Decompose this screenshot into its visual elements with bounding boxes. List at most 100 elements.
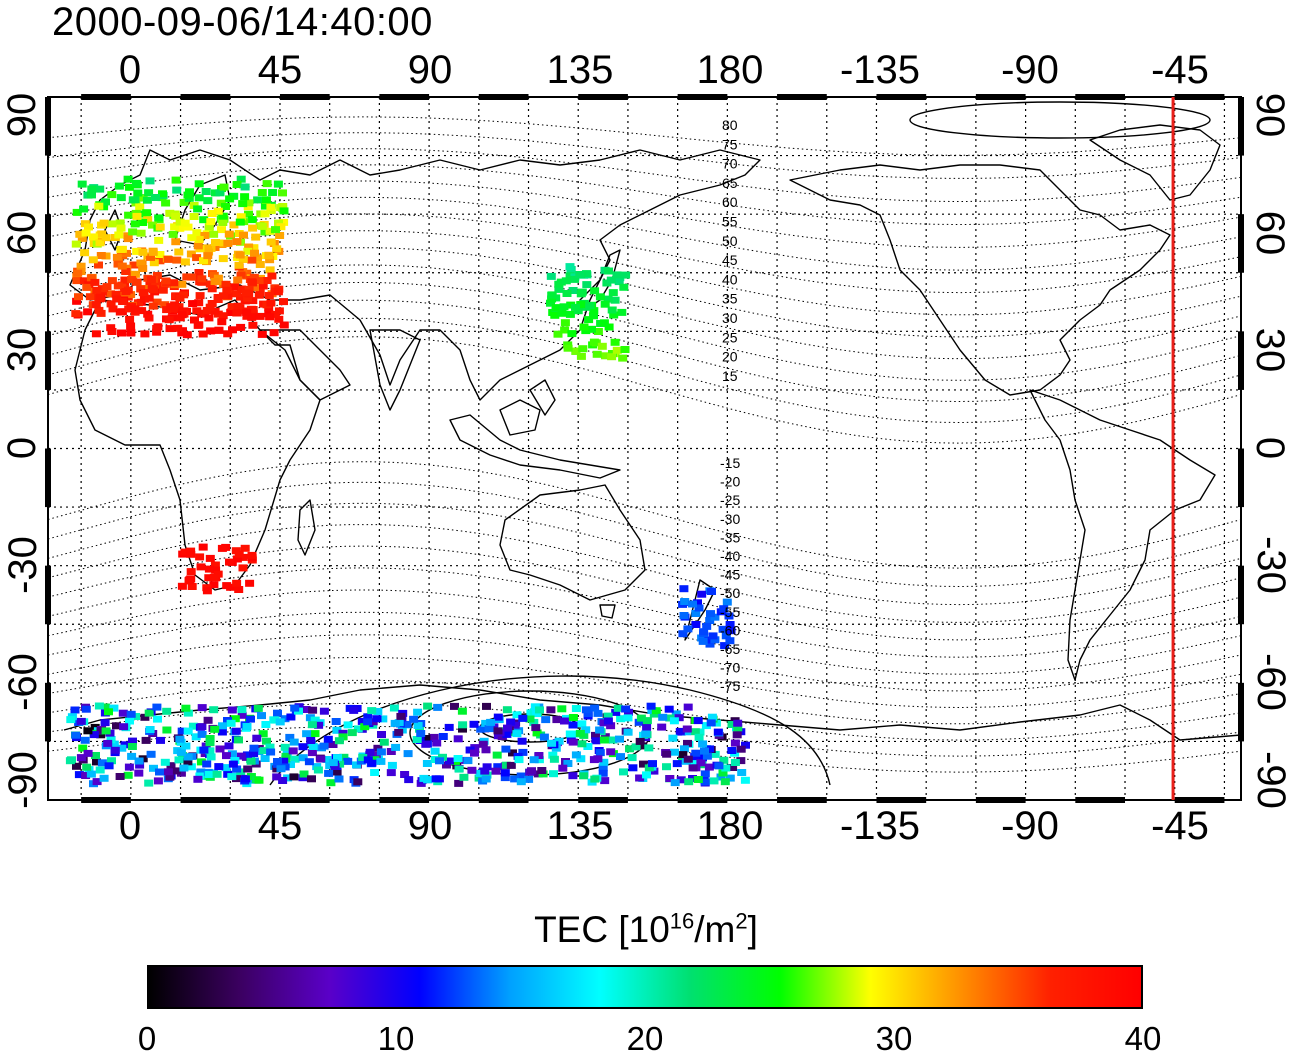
tec-cell xyxy=(278,189,287,197)
tec-cell xyxy=(265,313,275,321)
tec-cell xyxy=(625,745,634,753)
tec-cell xyxy=(260,228,270,236)
contour-label: -30 xyxy=(720,511,740,527)
tec-cell xyxy=(175,224,185,232)
tec-cell xyxy=(117,262,127,270)
tec-cell xyxy=(347,729,357,737)
tec-cell xyxy=(288,747,298,755)
tec-cell xyxy=(91,752,100,759)
contour-label: -25 xyxy=(720,492,740,508)
tec-cell xyxy=(218,212,228,220)
contour-label: 45 xyxy=(722,252,738,268)
tec-cell xyxy=(310,716,320,724)
tec-cell xyxy=(205,554,215,562)
tec-cell xyxy=(646,702,656,710)
tec-cell xyxy=(160,758,170,766)
tec-cell xyxy=(218,722,227,730)
tec-cell xyxy=(557,309,567,317)
tec-cell xyxy=(732,731,742,739)
tec-cell xyxy=(75,230,85,238)
tec-cell xyxy=(223,292,233,300)
tec-cell xyxy=(0,626,1,633)
tec-cell xyxy=(194,236,204,243)
plot-title: 2000-09-06/14:40:00 xyxy=(52,0,433,44)
tec-cell xyxy=(433,703,443,711)
tec-cell xyxy=(258,730,268,738)
border-bar xyxy=(975,797,1026,803)
tec-cell xyxy=(469,720,479,728)
tec-cell xyxy=(641,730,651,738)
tec-cell xyxy=(221,203,230,210)
tec-cell xyxy=(243,751,252,759)
tec-cell xyxy=(619,283,629,291)
tec-cell xyxy=(103,739,113,747)
tec-cell xyxy=(698,754,707,762)
tec-cell xyxy=(225,558,234,566)
tec-cell xyxy=(481,775,491,783)
border-bar xyxy=(1238,97,1244,156)
tec-cell xyxy=(6,489,15,496)
border-bar xyxy=(876,797,927,803)
tec-cell xyxy=(675,727,685,735)
tec-cell xyxy=(702,622,712,630)
tec-cell xyxy=(670,748,679,756)
tec-cell xyxy=(187,234,197,242)
tec-cell xyxy=(387,761,397,769)
tec-cell xyxy=(0,611,3,618)
tec-cell xyxy=(642,723,652,731)
tec-cell xyxy=(679,612,689,619)
tec-cell xyxy=(657,723,667,731)
tec-cell xyxy=(128,196,138,204)
tec-cell xyxy=(557,705,567,713)
tec-cell xyxy=(404,776,414,784)
tec-cell xyxy=(571,751,581,759)
tec-cell xyxy=(104,762,114,770)
tec-cell xyxy=(714,762,724,770)
tec-cell xyxy=(154,236,164,244)
tec-cell xyxy=(730,739,740,747)
tec-cell xyxy=(254,277,264,285)
tec-cell xyxy=(138,265,148,272)
tec-cell xyxy=(0,507,7,514)
tec-cell xyxy=(357,717,367,725)
tec-cell xyxy=(83,727,93,735)
tec-cell xyxy=(144,779,154,787)
tec-cell xyxy=(132,212,142,220)
contour-label: 55 xyxy=(722,214,738,230)
geomagnetic-latitude-contour xyxy=(48,164,1241,226)
tec-cell xyxy=(694,733,704,741)
tec-cell xyxy=(581,726,591,734)
tec-cell xyxy=(581,303,591,311)
tec-cell xyxy=(363,718,373,726)
tec-cell xyxy=(194,299,204,307)
tec-cell xyxy=(184,577,194,585)
tec-cell xyxy=(248,297,258,305)
tec-cell xyxy=(683,739,692,747)
tec-cell xyxy=(356,757,366,765)
tec-cell xyxy=(174,306,183,314)
tec-cell xyxy=(236,175,246,183)
tec-cell xyxy=(206,327,216,335)
tec-cell xyxy=(642,717,652,725)
contour-label: 25 xyxy=(722,329,738,345)
tec-cell xyxy=(319,707,329,715)
contour-label: -60 xyxy=(720,622,740,638)
tec-cell xyxy=(289,773,299,781)
tec-cell xyxy=(590,287,600,295)
tec-cell xyxy=(726,627,736,635)
tec-cell xyxy=(621,271,631,279)
tec-cell xyxy=(708,632,718,640)
contour-label: -75 xyxy=(720,678,740,694)
tec-cell xyxy=(242,723,252,730)
tec-cell xyxy=(707,713,717,721)
tec-cell xyxy=(213,570,223,578)
tec-cell xyxy=(353,778,363,786)
tec-cell xyxy=(310,730,320,738)
tec-cell xyxy=(438,733,448,740)
tec-cell xyxy=(514,756,524,764)
border-bar xyxy=(876,94,927,100)
tec-cell xyxy=(577,720,587,728)
tec-cell xyxy=(458,725,467,733)
tec-cell xyxy=(493,763,503,771)
border-bar xyxy=(975,94,1026,100)
